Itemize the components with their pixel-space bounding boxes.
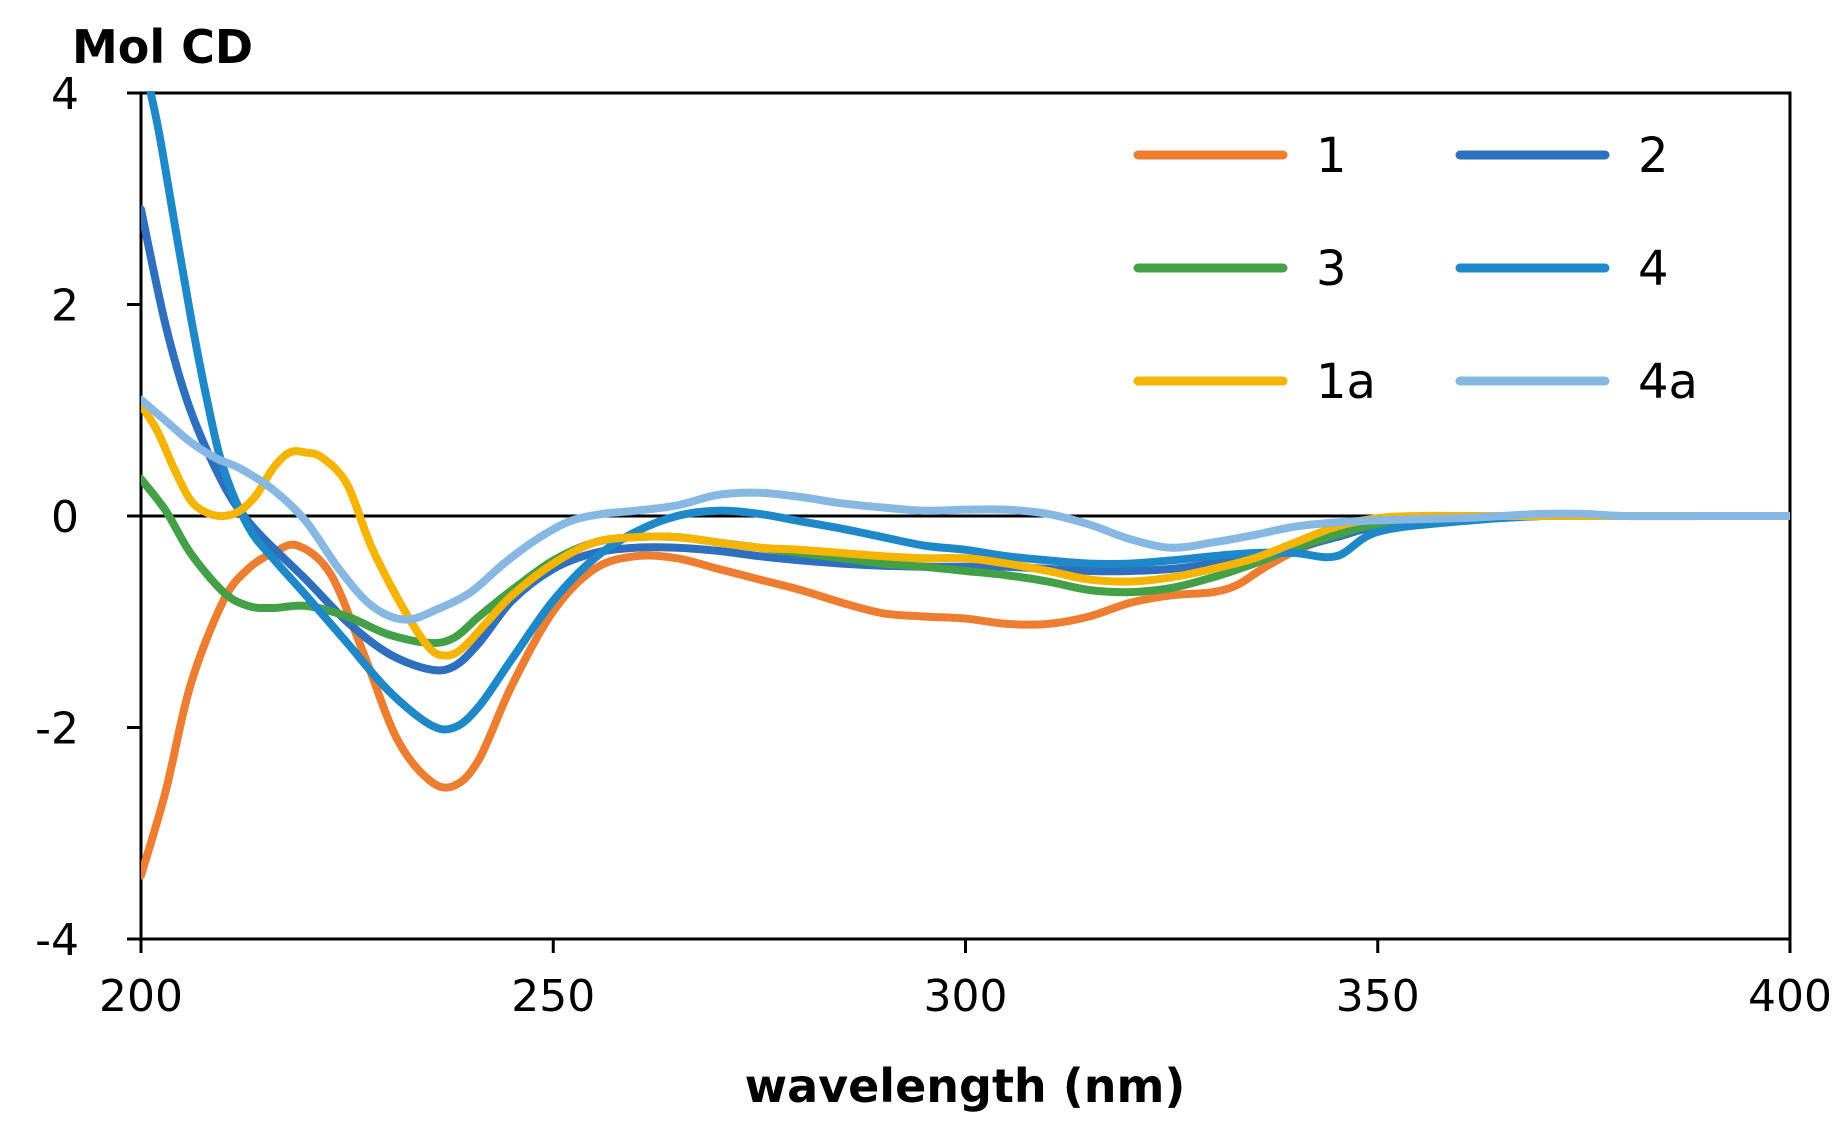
x-tick-label: 200 — [99, 971, 183, 1022]
y-tick-label: 4 — [51, 69, 79, 120]
legend-label-1: 1 — [1316, 128, 1347, 184]
axis-ticks: 200 250 300 350 400 -4 -2 0 2 4 — [35, 69, 1832, 1022]
y-tick-label: -4 — [35, 915, 79, 966]
legend-label-3: 3 — [1316, 241, 1347, 297]
series-group — [141, 91, 1790, 880]
x-tick-label: 300 — [924, 971, 1008, 1022]
legend-label-2: 2 — [1638, 128, 1669, 184]
series-line-4 — [146, 91, 1790, 734]
series-line-4a — [141, 395, 1790, 624]
y-tick-label: 0 — [51, 492, 79, 543]
x-tick-label: 350 — [1336, 971, 1420, 1022]
legend-label-1a: 1a — [1316, 354, 1376, 410]
y-axis-title: Mol CD — [72, 20, 253, 74]
legend: 1 2 3 4 1a 4a — [1133, 128, 1698, 410]
x-axis-title: wavelength (nm) — [745, 1059, 1186, 1113]
series-line-2 — [141, 205, 1790, 675]
y-tick-label: -2 — [35, 704, 79, 755]
legend-label-4: 4 — [1638, 241, 1669, 297]
x-tick-label: 400 — [1748, 971, 1832, 1022]
series-line-3 — [141, 474, 1790, 648]
y-tick-label: 2 — [51, 281, 79, 332]
series-line-1a — [141, 400, 1790, 660]
x-tick-label: 250 — [511, 971, 595, 1022]
legend-label-4a: 4a — [1638, 354, 1698, 410]
